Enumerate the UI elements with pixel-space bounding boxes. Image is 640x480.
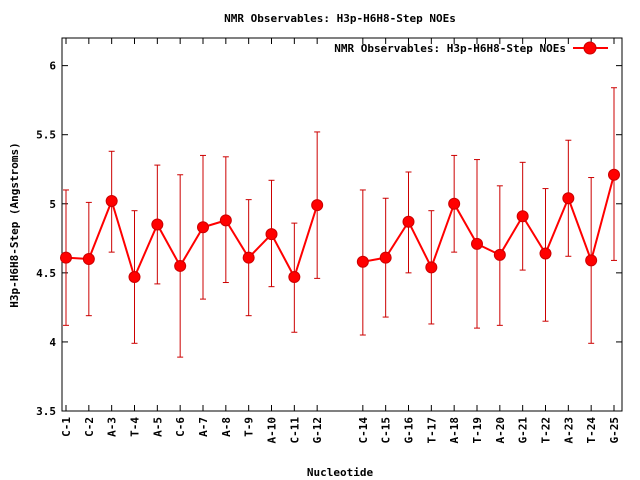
chart-title: NMR Observables: H3p-H6H8-Step NOEs <box>224 12 456 25</box>
data-point <box>516 210 529 223</box>
data-point <box>356 255 369 268</box>
y-tick-label: 5.5 <box>36 129 56 142</box>
x-tick-label: C-11 <box>288 417 301 444</box>
x-tick-label: G-12 <box>311 417 324 444</box>
data-point <box>105 195 118 208</box>
data-point <box>539 247 552 260</box>
data-point <box>128 270 141 283</box>
x-tick-label: A-7 <box>197 417 210 437</box>
data-point <box>379 251 392 264</box>
data-points <box>60 168 620 283</box>
legend: NMR Observables: H3p-H6H8-Step NOEs <box>334 41 608 55</box>
plot-frame <box>61 37 623 412</box>
y-tick-label: 4.5 <box>36 267 56 280</box>
series-line <box>362 174 615 269</box>
x-tick-label: C-6 <box>174 417 187 437</box>
data-point <box>242 251 255 264</box>
data-point <box>402 215 415 228</box>
data-point <box>219 214 232 227</box>
series-line <box>65 200 319 278</box>
x-axis-label: Nucleotide <box>307 466 374 479</box>
x-tick-label: T-19 <box>471 417 484 444</box>
legend-marker <box>583 41 597 55</box>
error-bars <box>63 87 617 358</box>
x-tick-label: T-9 <box>243 417 256 437</box>
y-tick-label: 5 <box>49 198 56 211</box>
data-point <box>288 270 301 283</box>
x-tick-label: C-2 <box>83 417 96 437</box>
x-tick-label: A-8 <box>220 417 233 437</box>
data-point <box>493 248 506 261</box>
data-point <box>265 228 278 241</box>
x-tick-label: A-5 <box>151 417 164 437</box>
data-point <box>197 221 209 234</box>
x-tick-label: C-14 <box>357 417 370 444</box>
legend-entry-label: NMR Observables: H3p-H6H8-Step NOEs <box>334 42 566 55</box>
x-tick-label: G-25 <box>608 417 621 444</box>
x-tick-label: T-4 <box>129 417 142 437</box>
x-tick-label: C-1 <box>60 417 73 437</box>
data-point <box>60 251 72 264</box>
series-lines <box>65 174 615 278</box>
x-tick-label: C-15 <box>380 417 393 444</box>
y-tick-label: 4 <box>49 336 56 349</box>
x-tick-label: A-3 <box>106 417 119 437</box>
x-tick-label: G-21 <box>517 417 530 444</box>
x-tick-label: A-20 <box>494 417 507 444</box>
x-tick-label: A-10 <box>266 417 279 444</box>
data-point <box>448 197 461 210</box>
data-point <box>425 261 438 274</box>
y-axis-label: H3p-H6H8-Step (Angstroms) <box>8 142 21 308</box>
data-point <box>311 199 324 212</box>
x-tick-label: A-18 <box>448 417 461 444</box>
x-axis: C-1 C-2 A-3 T-4 A-5 C-6 A-7 A-8 T-9 A-10 C-11 G-12 C… <box>60 38 621 444</box>
data-point <box>151 218 164 231</box>
y-axis: 3.5 4 4.5 5 5.5 6 <box>36 60 622 418</box>
y-tick-label: 6 <box>49 60 56 73</box>
x-tick-label: A-23 <box>562 417 575 444</box>
data-point <box>174 259 187 272</box>
data-point <box>585 254 598 267</box>
x-tick-label: T-22 <box>540 417 553 444</box>
data-point <box>608 168 620 181</box>
y-tick-label: 3.5 <box>36 405 56 418</box>
x-tick-label: T-17 <box>425 417 438 444</box>
data-point <box>471 237 483 250</box>
x-tick-label: T-24 <box>585 417 598 444</box>
data-point <box>82 253 95 266</box>
data-point <box>562 192 575 205</box>
x-tick-label: G-16 <box>403 417 416 444</box>
